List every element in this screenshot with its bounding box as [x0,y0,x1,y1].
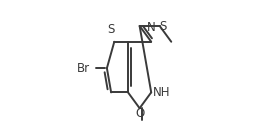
Text: S: S [107,23,115,36]
Text: S: S [159,20,166,33]
Text: Br: Br [77,62,90,75]
Text: NH: NH [153,86,171,99]
Text: N: N [147,21,156,34]
Text: O: O [135,107,144,120]
